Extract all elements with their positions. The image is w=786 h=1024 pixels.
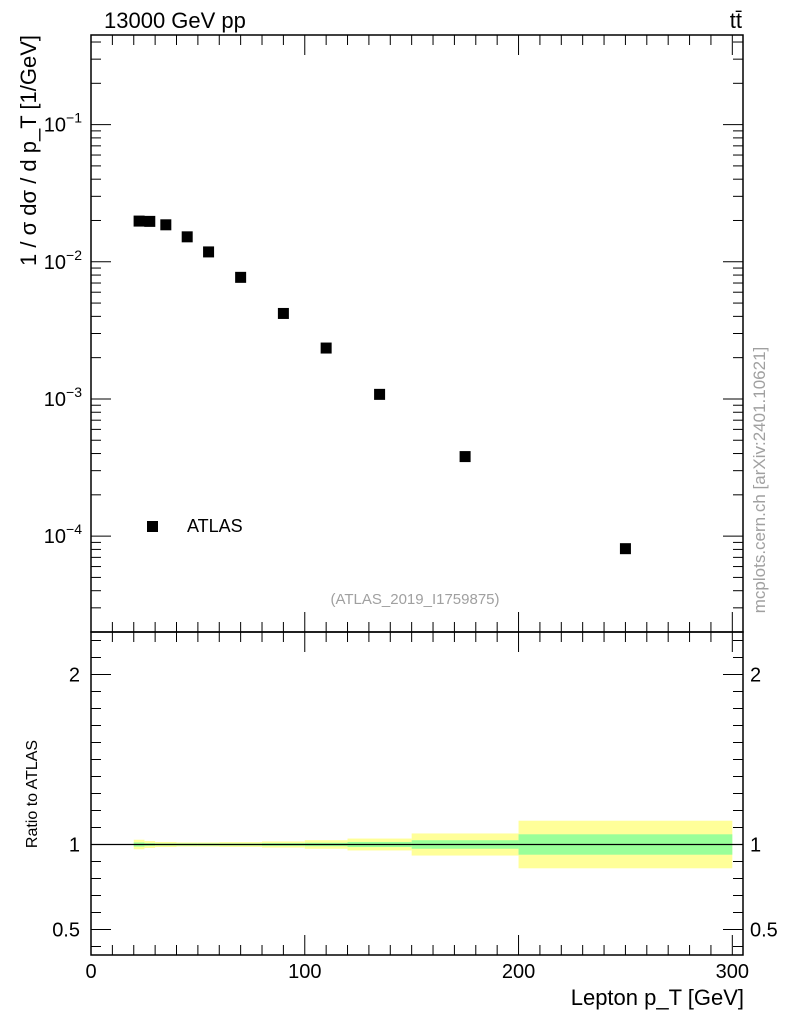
y-tick-label: 10−4 — [44, 521, 82, 548]
ratio-y-tick-label-left: 0.5 — [52, 920, 80, 942]
ratio-y-tick-label-right: 1 — [750, 835, 761, 857]
energy-label: 13000 GeV pp — [104, 8, 246, 33]
main-panel: 10−4 10−3 10−2 10−1 1 / σ dσ / d p_T [1/GeV… — [16, 34, 744, 633]
data-point — [144, 215, 156, 227]
ratio-ticks — [90, 632, 743, 955]
data-points — [133, 215, 631, 555]
y-tick-label: 10−1 — [44, 110, 82, 137]
data-point — [320, 342, 332, 354]
main-ticks — [90, 35, 743, 633]
legend: ATLAS — [147, 516, 243, 536]
legend-marker — [147, 521, 158, 532]
data-point — [459, 451, 471, 463]
ratio-y-tick-label-right: 2 — [750, 665, 761, 687]
ratio-panel: 0.5 0.5 1 1 2 2 0 100 200 300 Ratio to ATLAS Lep… — [24, 631, 778, 1010]
ratio-y-tick-labels: 0.5 0.5 1 1 2 2 — [52, 665, 778, 942]
data-point — [235, 271, 247, 283]
x-tick-label: 0 — [85, 961, 96, 983]
y-tick-label: 10−2 — [44, 247, 82, 274]
legend-label: ATLAS — [187, 516, 243, 536]
data-point — [160, 219, 172, 231]
ratio-y-tick-label-right: 0.5 — [750, 920, 778, 942]
x-axis-title: Lepton p_T [GeV] — [571, 985, 744, 1010]
x-tick-labels: 0 100 200 300 — [85, 961, 749, 983]
ratio-y-tick-label-left: 2 — [69, 665, 80, 687]
data-point — [277, 307, 289, 319]
process-label: tt̄ — [730, 8, 742, 33]
data-point — [133, 215, 145, 227]
main-y-axis-title: 1 / σ dσ / d p_T [1/GeV] — [16, 35, 41, 266]
x-tick-label: 200 — [502, 961, 535, 983]
x-tick-label: 300 — [716, 961, 749, 983]
data-point — [619, 543, 631, 555]
analysis-id: (ATLAS_2019_I1759875) — [330, 591, 499, 608]
main-y-tick-labels: 10−4 10−3 10−2 10−1 — [44, 110, 82, 549]
watermark: mcplots.cern.ch [arXiv:2401.10621] — [750, 347, 769, 613]
x-tick-label: 100 — [288, 961, 321, 983]
y-tick-label: 10−3 — [44, 384, 82, 411]
data-point — [203, 246, 215, 258]
ratio-y-tick-label-left: 1 — [69, 835, 80, 857]
data-point — [374, 388, 386, 400]
main-frame — [90, 34, 744, 633]
data-point — [181, 231, 193, 243]
ratio-y-axis-title: Ratio to ATLAS — [24, 740, 41, 848]
ratio-frame — [90, 631, 744, 956]
